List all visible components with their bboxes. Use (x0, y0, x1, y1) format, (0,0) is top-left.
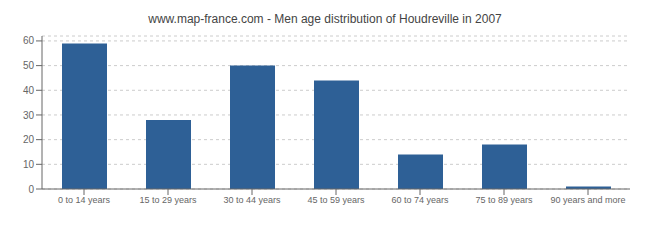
svg-text:10: 10 (23, 159, 35, 170)
svg-text:40: 40 (23, 85, 35, 96)
svg-text:0: 0 (28, 184, 34, 195)
svg-text:90 years and more: 90 years and more (550, 195, 625, 205)
svg-text:45 to 59 years: 45 to 59 years (307, 195, 365, 205)
svg-text:50: 50 (23, 60, 35, 71)
svg-text:0 to 14 years: 0 to 14 years (58, 195, 111, 205)
svg-text:20: 20 (23, 134, 35, 145)
svg-text:60: 60 (23, 35, 35, 46)
html-text:www.map-france.com - Men age d: www.map-france.com - Men age distributio… (148, 12, 502, 26)
svg-text:15 to 29 years: 15 to 29 years (139, 195, 197, 205)
svg-text:60 to 74 years: 60 to 74 years (391, 195, 449, 205)
svg-text:30: 30 (23, 110, 35, 121)
svg-text:30 to 44 years: 30 to 44 years (223, 195, 281, 205)
svg-text:75 to 89 years: 75 to 89 years (475, 195, 533, 205)
